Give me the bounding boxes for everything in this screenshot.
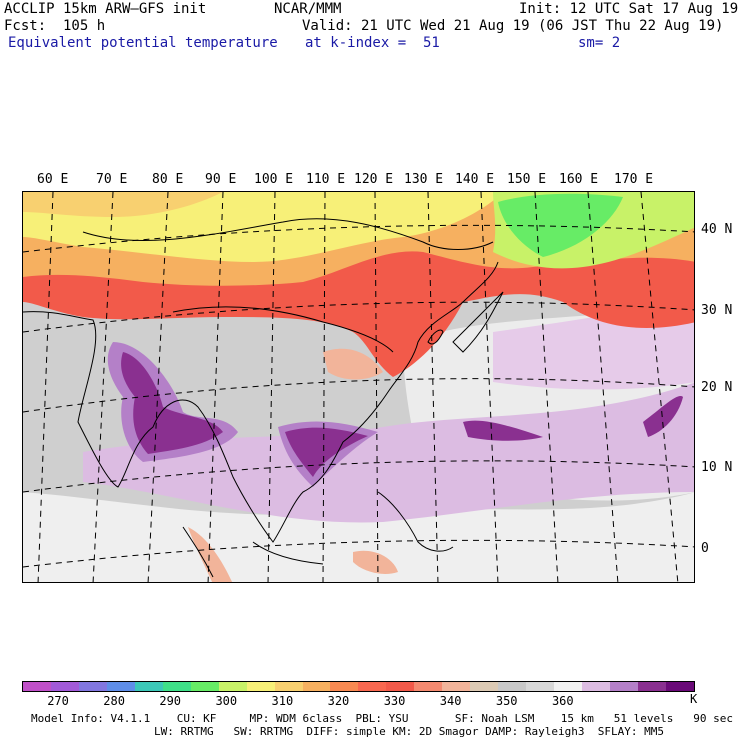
colorbar-tick-label: 300 xyxy=(215,694,238,708)
field-name: Equivalent potential temperature xyxy=(8,35,278,51)
colorbar-swatch xyxy=(526,682,555,691)
colorbar-swatch xyxy=(470,682,499,691)
colorbar-swatch xyxy=(386,682,415,691)
lon-label: 100 E xyxy=(254,172,294,187)
model-info-line2: LW: RRTMG SW: RRTMG DIFF: simple KM: 2D … xyxy=(154,725,664,738)
colorbar-swatch xyxy=(442,682,471,691)
lon-label: 160 E xyxy=(559,172,599,187)
field-region xyxy=(353,550,398,574)
init-time: Init: 12 UTC Sat 17 Aug 19 xyxy=(519,1,739,17)
lon-label: 140 E xyxy=(455,172,495,187)
field-region xyxy=(285,427,368,477)
colorbar-swatch xyxy=(162,682,191,691)
colorbar-swatch xyxy=(498,682,527,691)
lon-label: 120 E xyxy=(354,172,394,187)
field-region xyxy=(188,527,233,582)
colorbar-swatch xyxy=(637,682,666,691)
colorbar-tick-label: 330 xyxy=(383,694,406,708)
colorbar-tick-label: 310 xyxy=(271,694,294,708)
colorbar-swatch xyxy=(246,682,275,691)
lon-label: 70 E xyxy=(96,172,128,187)
colorbar-swatch xyxy=(358,682,387,691)
field-region xyxy=(83,382,694,523)
lat-label: 0 xyxy=(701,541,709,556)
colorbar-tick-label: 280 xyxy=(103,694,125,708)
colorbar-swatch xyxy=(134,682,163,691)
field-region xyxy=(121,352,223,454)
colorbar-tick-label: 350 xyxy=(495,694,518,708)
colorbar-swatch xyxy=(190,682,219,691)
color-bar xyxy=(22,681,695,692)
theta-e-field xyxy=(23,192,694,582)
colorbar-tick-label: 320 xyxy=(327,694,350,708)
colorbar-swatch xyxy=(106,682,135,691)
forecast-hour: Fcst: 105 h xyxy=(4,18,106,34)
colorbar-tick-label: 360 xyxy=(551,694,574,708)
valid-time: Valid: 21 UTC Wed 21 Aug 19 (06 JST Thu … xyxy=(302,18,724,34)
lon-label: 130 E xyxy=(404,172,444,187)
field-region xyxy=(498,193,623,257)
colorbar-swatch xyxy=(274,682,303,691)
lat-label: 30 N xyxy=(701,303,733,318)
colorbar-swatch xyxy=(330,682,359,691)
colorbar-swatch xyxy=(554,682,583,691)
colorbar-swatch xyxy=(610,682,638,691)
field-region xyxy=(23,492,694,582)
colorbar-swatch xyxy=(78,682,107,691)
model-title: ACCLIP 15km ARW–GFS init xyxy=(4,1,207,17)
lon-label: 150 E xyxy=(507,172,547,187)
lon-label: 60 E xyxy=(37,172,69,187)
organization: NCAR/MMM xyxy=(274,1,342,17)
colorbar-swatch xyxy=(218,682,247,691)
field-region xyxy=(463,420,543,441)
lat-label: 10 N xyxy=(701,460,733,475)
colorbar-swatch xyxy=(582,682,611,691)
colorbar-swatch xyxy=(23,682,51,691)
colorbar-swatch xyxy=(302,682,331,691)
colorbar-swatch xyxy=(665,682,694,691)
field-region xyxy=(643,396,683,437)
lon-label: 110 E xyxy=(306,172,346,187)
smoothing-label: sm= 2 xyxy=(578,35,621,51)
colorbar-swatch xyxy=(50,682,79,691)
field-region xyxy=(23,192,223,217)
coastlines xyxy=(23,218,504,578)
lon-label: 170 E xyxy=(614,172,654,187)
lat-label: 20 N xyxy=(701,380,733,395)
map-panel xyxy=(22,191,695,583)
colorbar-tick-label: 270 xyxy=(47,694,69,708)
level-label: at k-index = 51 xyxy=(305,35,440,51)
lon-label: 90 E xyxy=(205,172,237,187)
colorbar-swatch xyxy=(414,682,443,691)
lon-label: 80 E xyxy=(152,172,184,187)
field-region xyxy=(323,348,383,380)
model-info-line1: Model Info: V4.1.1 CU: KF MP: WDM 6class… xyxy=(31,712,733,725)
colorbar-unit: K xyxy=(690,692,698,706)
colorbar-tick-label: 340 xyxy=(439,694,462,708)
lat-label: 40 N xyxy=(701,222,733,237)
colorbar-tick-label: 290 xyxy=(159,694,182,708)
